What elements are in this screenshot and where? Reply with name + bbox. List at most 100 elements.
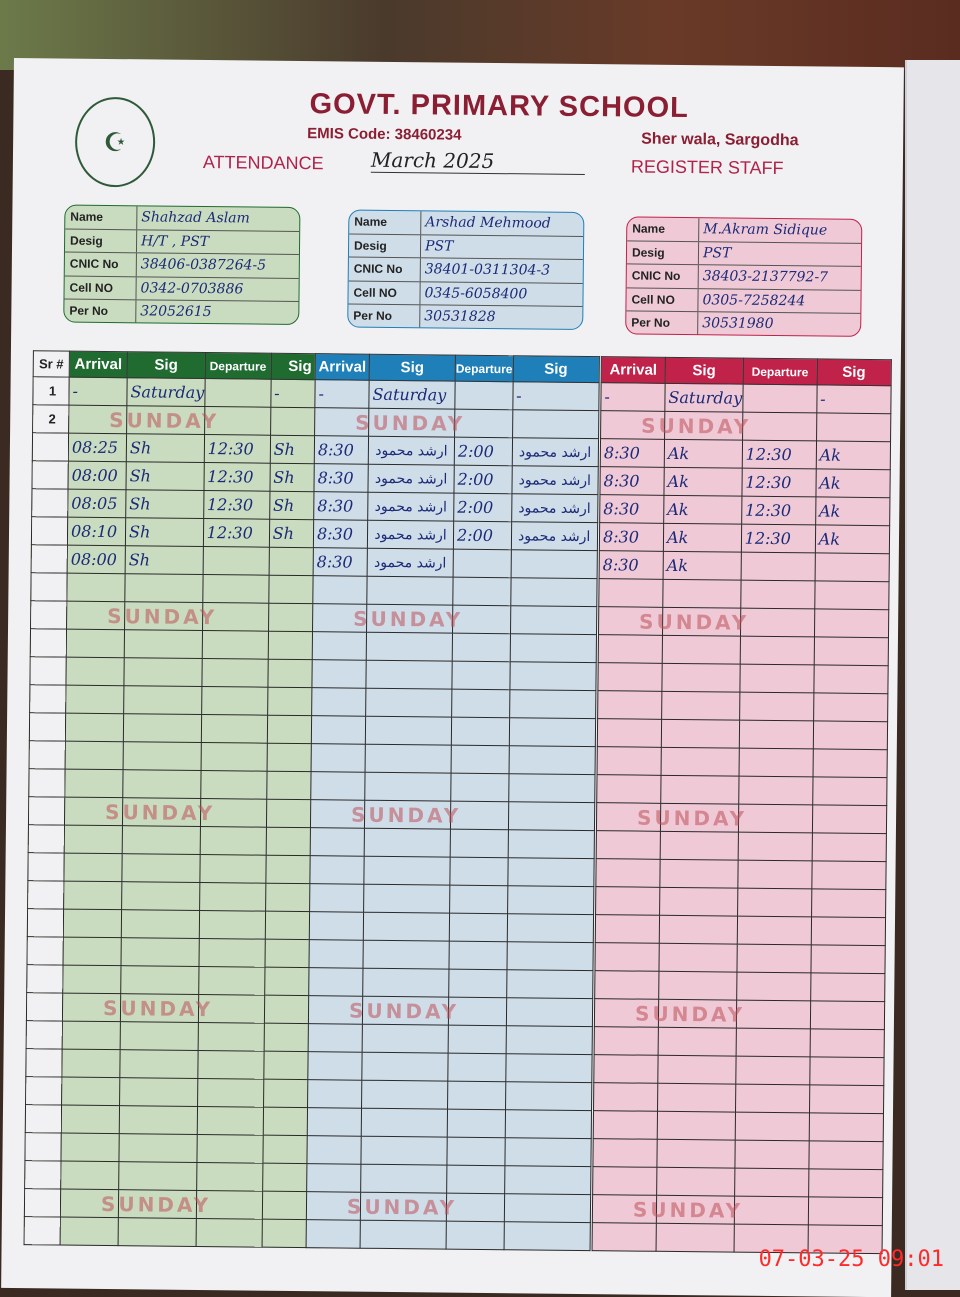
arrival-signature	[658, 1027, 737, 1057]
label-per: Per No	[64, 299, 137, 324]
label-name: Name	[349, 210, 422, 234]
sr-number	[26, 992, 63, 1022]
header-row: Sr # Arrival Sig Departure Sig	[33, 350, 330, 380]
sr-number	[24, 1188, 61, 1218]
departure-time	[454, 381, 513, 410]
arrival-time	[306, 1219, 361, 1249]
departure-signature	[811, 888, 886, 918]
table-row	[309, 911, 594, 943]
arrival-time: 8:30	[599, 466, 665, 496]
arrival-signature	[123, 713, 202, 743]
arrival-signature	[361, 1052, 449, 1082]
arrival-signature: Ak	[663, 495, 742, 525]
departure-signature	[810, 916, 886, 946]
arrival-time	[65, 657, 125, 686]
table-row: 08:05 Sh 12:30 Sh	[31, 488, 328, 520]
arrival-time	[308, 939, 364, 969]
table-row	[596, 774, 887, 806]
arrival-time: 8:30	[313, 519, 368, 549]
school-title: GOVT. PRIMARY SCHOOL	[309, 88, 690, 125]
arrival-time	[594, 970, 659, 1000]
info-row-cell: Cell NO 0342-0703886	[64, 276, 299, 302]
sunday-stamp: SUNDAY	[348, 998, 460, 1024]
table-row: SUNDAY	[312, 603, 597, 635]
departure-time: 2:00	[453, 493, 512, 522]
arrival-time: SUNDAY	[64, 797, 215, 826]
departure-signature	[504, 1165, 591, 1195]
sr-number	[29, 684, 66, 714]
sr-number: 2	[32, 404, 69, 434]
arrival-time	[592, 1166, 657, 1196]
departure-time	[737, 832, 813, 861]
departure-signature	[808, 1140, 883, 1170]
arrival-time: 8:30	[599, 550, 664, 580]
arrival-signature	[362, 940, 450, 970]
table-row	[29, 684, 326, 716]
arrival-time: -	[314, 379, 370, 409]
table-row: SUNDAY	[592, 1194, 883, 1226]
table-row	[306, 1135, 591, 1167]
info-row-desig: Desig PST	[348, 234, 584, 260]
sr-number	[27, 936, 64, 966]
arrival-signature	[118, 1161, 197, 1191]
arrival-signature	[119, 1105, 198, 1135]
arrival-time	[596, 830, 661, 860]
arrival-time	[61, 1077, 120, 1106]
label-cnic: CNIC No	[626, 264, 699, 288]
table-row: SUNDAY	[30, 600, 327, 632]
table-row	[597, 690, 888, 722]
register-page: ☪ GOVT. PRIMARY SCHOOL EMIS Code: 384602…	[1, 58, 904, 1297]
table-row: 8:30 ارشد محمود 2:00 ارشد محمود	[313, 491, 598, 523]
sunday-stamp: SUNDAY	[109, 408, 220, 434]
departure-signature	[809, 1056, 884, 1086]
arrival-time	[597, 662, 663, 692]
value-cnic: 38403-2137792-7	[702, 268, 829, 286]
arrival-time: 8:30	[313, 547, 368, 577]
table-row	[309, 883, 594, 915]
departure-time	[740, 552, 816, 581]
camera-timestamp: 07-03-25 09:01	[758, 1247, 944, 1272]
sr-number	[24, 1132, 62, 1162]
arrival-signature	[360, 1164, 447, 1194]
arrival-time	[61, 1049, 121, 1078]
departure-signature: ارشد محمود	[511, 493, 598, 523]
arrival-signature	[365, 744, 452, 774]
table-row: SUNDAY	[600, 410, 891, 442]
arrival-signature	[122, 825, 201, 855]
arrival-signature	[118, 1133, 197, 1163]
arrival-time	[63, 937, 122, 966]
info-row-per: Per No 30531980	[626, 311, 860, 336]
departure-signature	[510, 577, 597, 607]
departure-time	[196, 1106, 264, 1136]
sr-number	[29, 740, 66, 770]
sr-number	[28, 796, 65, 826]
table-row	[597, 746, 888, 778]
departure-time	[736, 1000, 811, 1029]
table-row	[312, 631, 597, 663]
departure-signature	[812, 748, 888, 778]
table-row: SUNDAY	[308, 995, 593, 1027]
arrival-time	[62, 965, 122, 994]
arrival-signature	[656, 1139, 735, 1169]
arrival-time: SUNDAY	[62, 993, 213, 1022]
arrival-time	[310, 827, 365, 857]
school-location: Sher wala, Sargodha	[641, 130, 799, 150]
sunday-stamp: SUNDAY	[634, 1001, 746, 1027]
departure-time	[204, 378, 271, 408]
departure-signature: ارشد محمود	[511, 521, 598, 551]
arrival-time	[595, 858, 661, 888]
emblem-logo: ☪	[74, 96, 156, 188]
departure-time	[201, 658, 268, 688]
arrival-time	[60, 1217, 119, 1246]
staff-info-card: Name Shahzad Aslam Desig H/T , PST CNIC No 38…	[63, 204, 301, 326]
table-row	[596, 830, 887, 862]
departure-signature	[504, 1193, 591, 1223]
departure-time	[738, 804, 813, 833]
departure-time	[739, 636, 815, 665]
departure-time	[448, 1025, 507, 1054]
arrival-time	[592, 1222, 657, 1252]
arrival-signature	[656, 1167, 735, 1197]
arrival-time	[307, 1051, 363, 1081]
departure-time	[742, 384, 817, 413]
arrival-time	[306, 1135, 362, 1165]
